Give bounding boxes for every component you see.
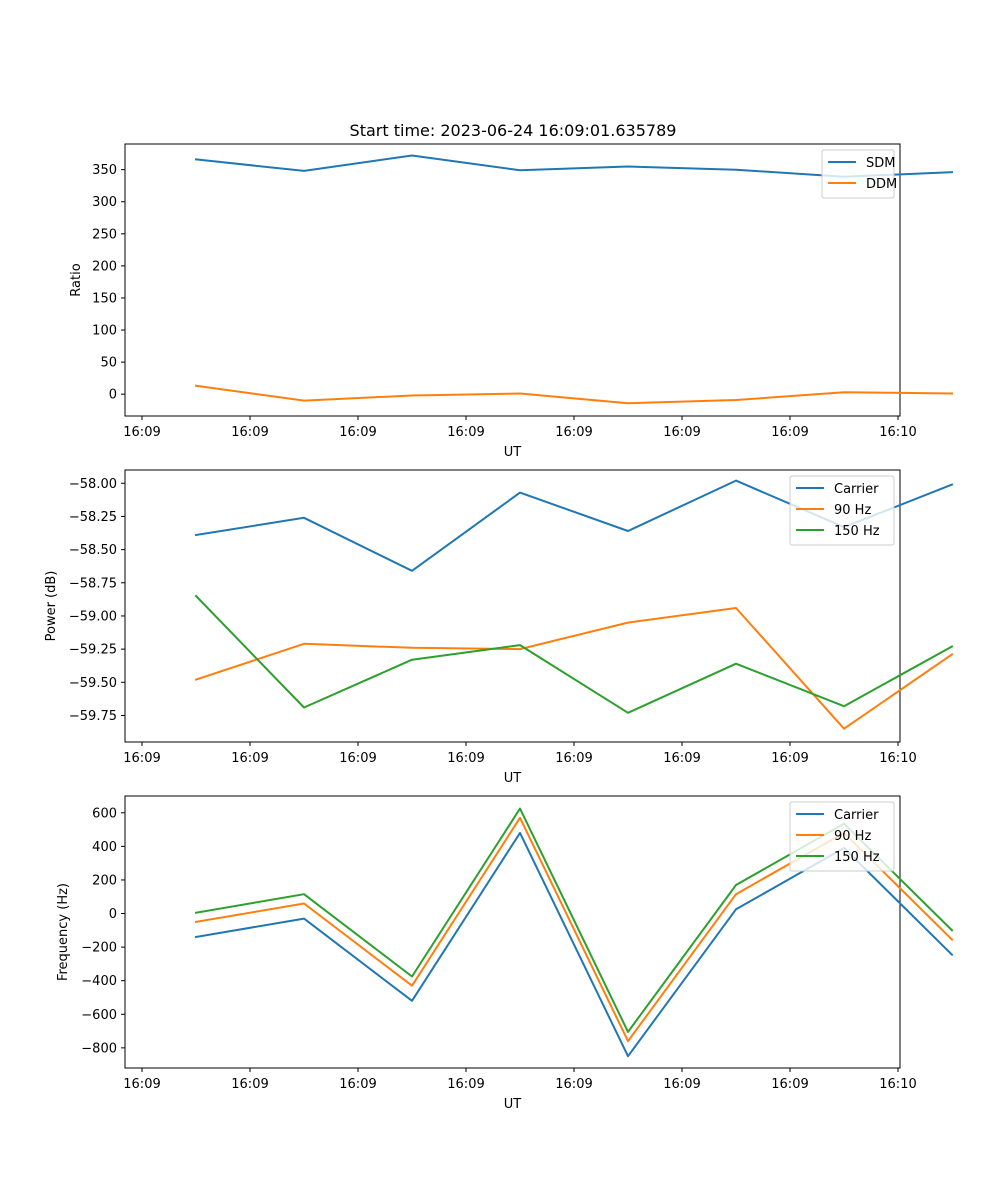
y-tick-label: 600 — [92, 806, 117, 821]
y-axis-label: Ratio — [69, 263, 84, 296]
y-tick-label: −59.25 — [69, 643, 117, 658]
x-tick-label: 16:09 — [771, 1077, 808, 1092]
axes-frame — [124, 795, 901, 1069]
y-tick-label: 0 — [109, 388, 117, 403]
series-line-90-hz — [194, 607, 954, 730]
y-tick-label: −400 — [81, 974, 117, 989]
subplot-2: 16:09 16:09 16:09 16:09 16:09 16:09 16:09 16:10… — [44, 469, 954, 786]
subplot-3: 16:09 16:09 16:09 16:09 16:09 16:09 16:09 16:10… — [56, 795, 954, 1112]
series-line-ddm — [194, 384, 954, 405]
y-tick-label: 50 — [100, 356, 117, 371]
legend-label: SDM — [866, 156, 895, 171]
plots-container: 16:09 16:09 16:09 16:09 16:09 16:09 16:09 16:10… — [44, 143, 954, 1112]
legend-box — [789, 475, 895, 546]
legend-label: 90 Hz — [834, 503, 871, 518]
x-tick-label: 16:10 — [879, 751, 916, 766]
x-tick-label: 16:10 — [879, 425, 916, 440]
y-tick-label: −58.25 — [69, 510, 117, 525]
x-tick-label: 16:09 — [231, 425, 268, 440]
x-tick-label: 16:09 — [555, 751, 592, 766]
x-tick-label: 16:09 — [123, 425, 160, 440]
y-axis-label: Frequency (Hz) — [56, 883, 71, 981]
y-tick-label: 100 — [92, 324, 117, 339]
x-tick-label: 16:09 — [555, 1077, 592, 1092]
y-tick-label: 300 — [92, 195, 117, 210]
legend-label: 150 Hz — [834, 850, 880, 865]
y-tick-label: 200 — [92, 259, 117, 274]
y-tick-label: −59.50 — [69, 676, 117, 691]
y-axis-label: Power (dB) — [44, 571, 59, 642]
y-tick-label: −58.50 — [69, 543, 117, 558]
figure-title: Start time: 2023-06-24 16:09:01.635789 — [350, 121, 677, 140]
legend-box — [789, 801, 895, 872]
x-axis-label: UT — [504, 1097, 522, 1112]
y-tick-label: 400 — [92, 840, 117, 855]
x-tick-label: 16:09 — [231, 751, 268, 766]
axes-frame — [124, 143, 901, 417]
legend-label: Carrier — [834, 808, 879, 823]
x-tick-label: 16:09 — [555, 425, 592, 440]
y-tick-label: −800 — [81, 1041, 117, 1056]
x-axis-label: UT — [504, 771, 522, 786]
legend: SDM DDM — [821, 149, 897, 199]
y-tick-label: −600 — [81, 1008, 117, 1023]
x-tick-label: 16:09 — [771, 425, 808, 440]
y-tick-label: 150 — [92, 291, 117, 306]
legend: Carrier 90 Hz 150 Hz — [789, 801, 895, 872]
y-tick-label: −59.75 — [69, 709, 117, 724]
y-tick-label: 250 — [92, 227, 117, 242]
legend-label: 90 Hz — [834, 829, 871, 844]
x-tick-label: 16:09 — [339, 751, 376, 766]
y-tick-label: 350 — [92, 163, 117, 178]
x-tick-label: 16:09 — [447, 425, 484, 440]
y-tick-label: 200 — [92, 873, 117, 888]
y-tick-label: −200 — [81, 941, 117, 956]
x-tick-label: 16:09 — [663, 1077, 700, 1092]
x-tick-label: 16:09 — [447, 751, 484, 766]
legend-label: 150 Hz — [834, 524, 880, 539]
x-tick-label: 16:09 — [339, 425, 376, 440]
x-tick-label: 16:09 — [771, 751, 808, 766]
x-tick-label: 16:09 — [231, 1077, 268, 1092]
legend: Carrier 90 Hz 150 Hz — [789, 475, 895, 546]
x-tick-label: 16:09 — [663, 751, 700, 766]
subplot-1: 16:09 16:09 16:09 16:09 16:09 16:09 16:09 16:10… — [69, 143, 954, 460]
x-tick-label: 16:09 — [123, 1077, 160, 1092]
legend-label: DDM — [866, 177, 897, 192]
legend-label: Carrier — [834, 482, 879, 497]
x-tick-label: 16:09 — [447, 1077, 484, 1092]
y-tick-label: −58.75 — [69, 576, 117, 591]
y-tick-label: −59.00 — [69, 609, 117, 624]
x-tick-label: 16:09 — [123, 751, 160, 766]
axes-frame — [124, 469, 901, 743]
x-tick-label: 16:09 — [339, 1077, 376, 1092]
y-tick-label: −58.00 — [69, 477, 117, 492]
y-tick-label: 0 — [109, 907, 117, 922]
series-line-150-hz — [194, 594, 954, 714]
x-tick-label: 16:10 — [879, 1077, 916, 1092]
x-axis-label: UT — [504, 445, 522, 460]
x-tick-label: 16:09 — [663, 425, 700, 440]
